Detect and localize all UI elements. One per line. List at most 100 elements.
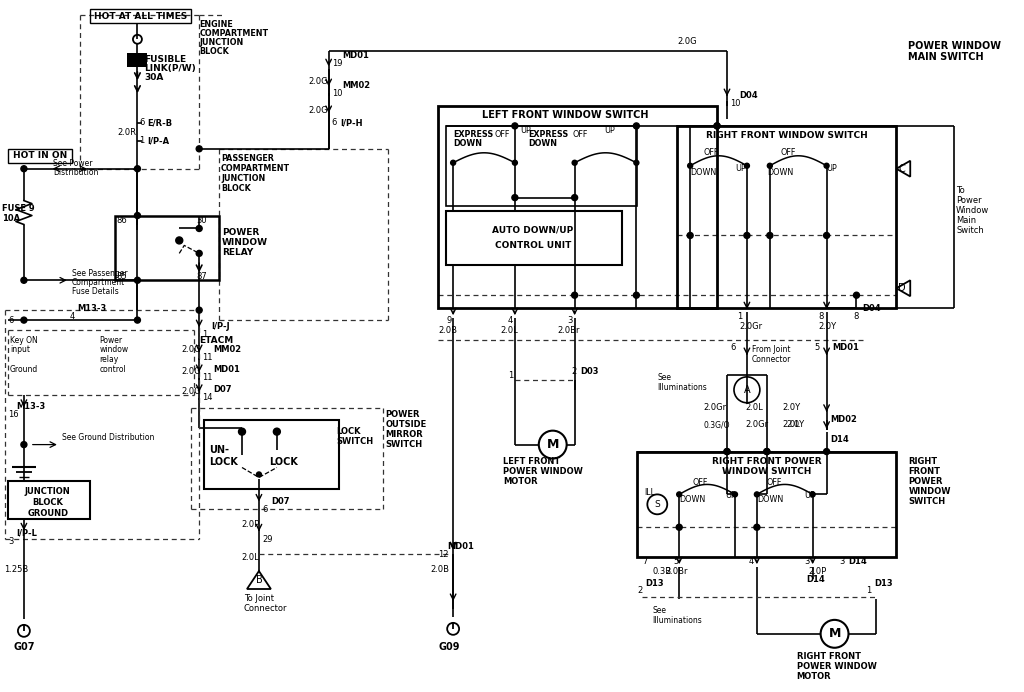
Text: 30: 30 bbox=[197, 216, 207, 225]
Text: 2.0B: 2.0B bbox=[430, 565, 450, 574]
Text: MD01: MD01 bbox=[833, 343, 859, 352]
Bar bbox=[127, 53, 147, 67]
Text: 10: 10 bbox=[730, 98, 740, 107]
Polygon shape bbox=[896, 280, 910, 296]
Text: 29: 29 bbox=[262, 535, 272, 544]
Text: 12: 12 bbox=[438, 549, 449, 558]
Text: 3: 3 bbox=[567, 316, 573, 325]
Text: M13-3: M13-3 bbox=[78, 304, 106, 313]
Text: OFF: OFF bbox=[703, 148, 719, 157]
Text: D13: D13 bbox=[874, 579, 893, 588]
Text: I/P-J: I/P-J bbox=[211, 322, 229, 331]
Bar bbox=[8, 482, 90, 519]
Text: BLOCK: BLOCK bbox=[221, 184, 251, 193]
Text: Power: Power bbox=[956, 196, 982, 205]
Text: B: B bbox=[256, 575, 262, 585]
Text: 1: 1 bbox=[866, 587, 871, 596]
Text: Key ON: Key ON bbox=[10, 336, 38, 345]
Circle shape bbox=[764, 448, 770, 455]
Text: OFF: OFF bbox=[572, 130, 588, 139]
Circle shape bbox=[810, 492, 815, 497]
Text: window: window bbox=[99, 345, 129, 354]
Text: SWITCH: SWITCH bbox=[908, 497, 945, 506]
Text: WINDOW SWITCH: WINDOW SWITCH bbox=[722, 467, 812, 476]
Text: S: S bbox=[654, 500, 660, 509]
Text: 2.0Gr: 2.0Gr bbox=[744, 420, 768, 429]
Text: D07: D07 bbox=[271, 497, 290, 506]
Text: See: See bbox=[657, 374, 672, 383]
Text: 2.0G: 2.0G bbox=[677, 37, 697, 46]
Circle shape bbox=[714, 123, 720, 129]
Text: BLOCK: BLOCK bbox=[200, 47, 229, 56]
Text: LEFT FRONT WINDOW SWITCH: LEFT FRONT WINDOW SWITCH bbox=[482, 110, 649, 120]
Circle shape bbox=[134, 317, 140, 323]
Text: 2.0Y: 2.0Y bbox=[818, 322, 837, 331]
Text: UP: UP bbox=[725, 491, 736, 500]
Text: EXPRESS: EXPRESS bbox=[527, 130, 568, 139]
Text: E/R-B: E/R-B bbox=[147, 118, 172, 127]
Text: D14: D14 bbox=[849, 556, 867, 565]
Polygon shape bbox=[896, 161, 910, 176]
Text: FRONT: FRONT bbox=[908, 467, 940, 476]
Text: 5: 5 bbox=[815, 343, 820, 352]
Text: SWITCH: SWITCH bbox=[337, 437, 374, 446]
Text: MD01: MD01 bbox=[213, 365, 240, 374]
Text: Illuminations: Illuminations bbox=[657, 383, 707, 392]
Text: 1: 1 bbox=[139, 136, 144, 145]
Circle shape bbox=[634, 292, 639, 298]
Text: I/P-A: I/P-A bbox=[147, 136, 170, 145]
Circle shape bbox=[197, 226, 202, 231]
Bar bbox=[8, 149, 72, 163]
Text: 14: 14 bbox=[202, 393, 213, 402]
Text: 1: 1 bbox=[202, 329, 208, 338]
Text: MM02: MM02 bbox=[343, 80, 371, 89]
Circle shape bbox=[197, 146, 202, 152]
Text: DOWN: DOWN bbox=[767, 168, 794, 177]
Circle shape bbox=[197, 307, 202, 313]
Text: ETACM: ETACM bbox=[200, 336, 233, 345]
Text: D13: D13 bbox=[645, 579, 664, 588]
Text: 2.0P: 2.0P bbox=[241, 520, 259, 529]
Circle shape bbox=[677, 492, 682, 497]
Text: Switch: Switch bbox=[956, 226, 984, 235]
Circle shape bbox=[239, 428, 246, 435]
Circle shape bbox=[853, 292, 859, 298]
Circle shape bbox=[20, 277, 27, 283]
Bar bbox=[90, 10, 191, 24]
Text: 6: 6 bbox=[730, 343, 735, 352]
Circle shape bbox=[823, 448, 829, 455]
Text: MIRROR: MIRROR bbox=[385, 430, 423, 439]
Text: 2.0Gr: 2.0Gr bbox=[703, 403, 726, 412]
Text: COMPARTMENT: COMPARTMENT bbox=[221, 164, 290, 173]
Text: HOT IN ON: HOT IN ON bbox=[12, 152, 67, 161]
Text: 10: 10 bbox=[332, 89, 342, 98]
Text: ENGINE: ENGINE bbox=[200, 20, 232, 29]
Text: See Passenger: See Passenger bbox=[72, 268, 127, 277]
Text: MD02: MD02 bbox=[830, 415, 857, 424]
Text: MAIN SWITCH: MAIN SWITCH bbox=[908, 52, 984, 62]
Circle shape bbox=[256, 472, 261, 477]
Text: AUTO DOWN/UP: AUTO DOWN/UP bbox=[493, 226, 573, 235]
Text: POWER WINDOW: POWER WINDOW bbox=[503, 467, 583, 476]
Text: Distribution: Distribution bbox=[53, 168, 98, 177]
Circle shape bbox=[764, 448, 770, 455]
Text: UP: UP bbox=[826, 164, 838, 173]
Text: 16: 16 bbox=[8, 410, 18, 419]
Text: RIGHT FRONT: RIGHT FRONT bbox=[797, 653, 861, 662]
Text: 3: 3 bbox=[805, 556, 810, 565]
Circle shape bbox=[755, 492, 760, 497]
Text: UP: UP bbox=[520, 127, 530, 136]
Circle shape bbox=[197, 251, 202, 256]
Text: A: A bbox=[743, 385, 751, 395]
Text: LOCK: LOCK bbox=[337, 427, 361, 436]
Circle shape bbox=[571, 194, 578, 201]
Text: 2.0Br: 2.0Br bbox=[558, 325, 581, 334]
Circle shape bbox=[754, 525, 760, 530]
Circle shape bbox=[724, 448, 730, 455]
Bar bbox=[115, 215, 219, 280]
Text: Connector: Connector bbox=[244, 604, 288, 613]
Text: 3: 3 bbox=[840, 556, 845, 565]
Text: Compartment: Compartment bbox=[72, 277, 125, 286]
Text: MM02: MM02 bbox=[213, 345, 242, 354]
Text: JUNCTION: JUNCTION bbox=[221, 174, 265, 183]
